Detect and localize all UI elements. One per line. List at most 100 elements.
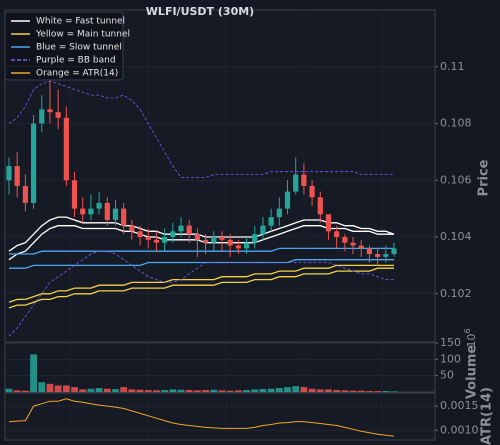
y-tick-label: 0.108: [440, 117, 472, 130]
candle-body: [317, 197, 323, 215]
legend: [4, 11, 124, 81]
vertical-grid: [69, 10, 383, 440]
volume-axis-label: Volume: [465, 345, 480, 400]
candle-body: [268, 217, 274, 226]
y-tick-label: 0.102: [440, 287, 472, 300]
candle-body: [96, 202, 102, 209]
volume-bar: [333, 390, 341, 392]
candle-body: [202, 239, 209, 243]
y-axis-label: Price: [477, 159, 492, 196]
atr-axis-label: ATR(14): [480, 387, 495, 445]
candle-body: [325, 214, 332, 232]
candle-body: [391, 248, 397, 255]
volume-bar: [234, 390, 242, 392]
volume-bar: [382, 391, 390, 392]
candle-body: [55, 112, 61, 118]
candle-body: [104, 202, 110, 220]
volume-bar: [374, 391, 382, 392]
candle-body: [170, 231, 176, 238]
legend-label: Blue = Slow tunnel: [36, 43, 122, 53]
candle-body: [186, 225, 192, 235]
volume-bar: [390, 391, 398, 392]
volume-bar: [284, 387, 291, 392]
volume-bar: [357, 390, 365, 392]
candle-body: [39, 109, 45, 124]
volume-bar: [103, 388, 111, 392]
volume-bar: [54, 385, 62, 392]
candle-body: [219, 237, 225, 240]
candle-body: [309, 185, 315, 198]
candle-body: [235, 245, 241, 249]
candle-body: [276, 208, 282, 218]
volume-bar: [251, 389, 259, 392]
candle-body: [293, 174, 299, 192]
candle-body: [63, 117, 69, 181]
candle-body: [342, 237, 348, 243]
candle-body: [112, 208, 119, 220]
y-tick-label: 150: [440, 336, 461, 349]
candle-body: [47, 109, 53, 113]
offset-exponent: 6: [463, 328, 472, 333]
candle-body: [88, 208, 94, 215]
volume-bar: [218, 390, 226, 392]
volume-bar: [292, 386, 300, 392]
candle-body: [22, 185, 28, 203]
volume-bar: [202, 390, 209, 392]
volume-bar: [325, 389, 332, 392]
y-tick-label: 0.0015: [440, 399, 479, 412]
candle-body: [153, 239, 160, 243]
volume-bar: [316, 389, 324, 392]
candle-body: [301, 174, 307, 186]
candle-body: [194, 234, 201, 240]
candle-body: [252, 234, 258, 243]
candle-body: [366, 248, 373, 255]
candle-body: [334, 231, 340, 238]
volume-bar: [366, 391, 373, 392]
candle-body: [162, 237, 168, 243]
candle-body: [30, 123, 37, 203]
volume-bar: [128, 389, 136, 392]
line-series: [8, 250, 394, 337]
line-series: [8, 264, 394, 303]
candle-body: [375, 254, 381, 257]
y-tick-label: 0.11: [440, 60, 465, 73]
offset-base: 10: [465, 334, 478, 348]
line-series: [9, 259, 394, 269]
volume-bar: [267, 388, 275, 392]
volume-bar: [30, 354, 37, 392]
volume-bar: [71, 387, 78, 392]
legend-label: Yellow = Main tunnel: [35, 30, 130, 40]
volume-bar: [226, 390, 234, 392]
volume-bar: [308, 388, 316, 392]
candle-body: [358, 245, 364, 249]
volume-bar: [87, 388, 95, 392]
volume-bar: [275, 388, 283, 392]
volume-bar: [13, 390, 21, 392]
volume-bar: [169, 389, 177, 392]
candle-body: [6, 166, 12, 181]
candle-body: [129, 225, 135, 232]
candle-body: [71, 180, 78, 209]
volume-bar: [120, 387, 128, 392]
line-series: [8, 267, 394, 309]
candle-body: [383, 254, 389, 257]
candle-body: [243, 242, 250, 249]
volume-bar: [194, 390, 201, 392]
candle-body: [137, 231, 143, 238]
volume-bar: [136, 389, 144, 392]
candle-body: [211, 237, 217, 243]
y-tick-label: 0.0010: [440, 423, 479, 436]
candle-body: [227, 239, 233, 246]
legend-label: Purple = BB band: [36, 56, 116, 66]
volume-bar: [341, 390, 349, 392]
volume-panel: [4, 342, 436, 393]
volume-bar: [259, 389, 267, 392]
volume-bar: [185, 390, 193, 392]
candle-body: [121, 208, 127, 226]
line-series: [8, 80, 394, 178]
volume-bar: [46, 383, 54, 392]
volume-bar: [300, 387, 308, 392]
volume-bar: [5, 388, 13, 392]
candle-body: [178, 225, 184, 232]
volume-bar: [349, 390, 357, 392]
